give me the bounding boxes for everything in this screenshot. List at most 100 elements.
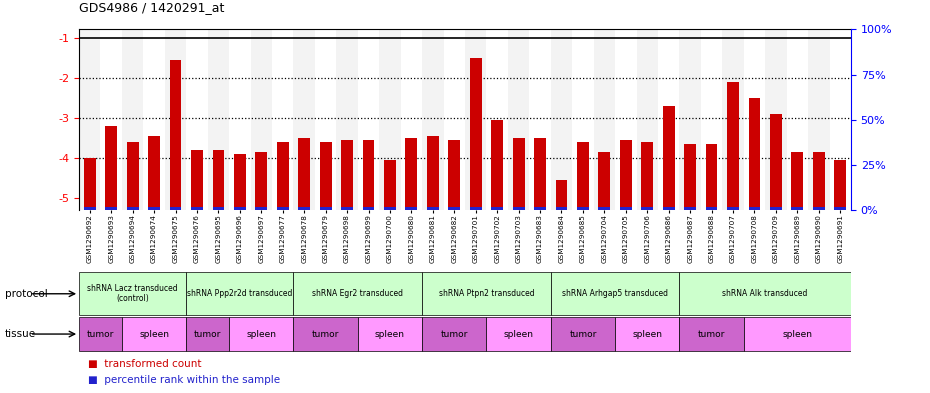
Bar [191,150,203,210]
Bar [615,317,680,351]
Text: spleen: spleen [504,330,534,338]
Bar [277,207,288,210]
Bar [363,207,375,210]
Bar [448,207,460,210]
Bar [169,207,181,210]
Bar [79,317,122,351]
Text: protocol: protocol [5,289,47,299]
Bar [427,136,439,210]
Bar [191,207,203,210]
Bar [186,317,229,351]
Bar [684,207,696,210]
Bar [577,207,589,210]
Bar [834,160,846,210]
Text: ■  transformed count: ■ transformed count [88,359,202,369]
Text: shRNA Egr2 transduced: shRNA Egr2 transduced [312,289,404,298]
Bar [491,120,503,210]
Bar [642,142,653,210]
Bar [169,60,181,210]
Text: tumor: tumor [194,330,221,338]
Bar [186,272,294,316]
Bar [534,138,546,210]
Text: shRNA Alk transduced: shRNA Alk transduced [723,289,808,298]
Text: GDS4986 / 1420291_at: GDS4986 / 1420291_at [79,1,224,14]
Bar [577,142,589,210]
Text: tumor: tumor [441,330,468,338]
Bar [384,160,396,210]
Bar [234,154,246,210]
Bar [405,207,418,210]
Bar [213,150,224,210]
Text: tissue: tissue [5,329,35,339]
Bar [813,207,825,210]
Text: shRNA Ptpn2 transduced: shRNA Ptpn2 transduced [439,289,534,298]
Bar [84,158,96,210]
Bar [256,207,267,210]
Bar [680,272,851,316]
Text: tumor: tumor [312,330,339,338]
Bar [405,138,418,210]
Bar [744,317,851,351]
Bar [555,207,567,210]
Text: spleen: spleen [140,330,169,338]
Bar [320,207,331,210]
Bar [148,207,160,210]
Bar [551,272,680,316]
Bar [727,82,739,210]
Bar [684,144,696,210]
Bar [229,317,294,351]
Text: spleen: spleen [632,330,662,338]
Text: ■  percentile rank within the sample: ■ percentile rank within the sample [88,375,281,385]
Bar [465,29,486,210]
Bar [680,29,701,210]
Bar [512,207,525,210]
Bar [277,142,288,210]
Bar [299,138,310,210]
Bar [207,29,229,210]
Bar [599,152,610,210]
Bar [663,106,674,210]
Text: tumor: tumor [698,330,725,338]
Text: tumor: tumor [86,330,114,338]
Bar [551,317,615,351]
Bar [422,317,486,351]
Bar [508,29,529,210]
Bar [642,207,653,210]
Bar [620,207,631,210]
Bar [105,207,117,210]
Bar [379,29,401,210]
Bar [148,136,160,210]
Bar [105,126,117,210]
Bar [79,272,186,316]
Bar [320,142,331,210]
Text: spleen: spleen [375,330,405,338]
Bar [294,29,315,210]
Bar [770,114,782,210]
Bar [294,317,358,351]
Bar [122,29,143,210]
Bar [765,29,787,210]
Bar [341,140,353,210]
Bar [593,29,615,210]
Bar [512,138,525,210]
Bar [341,207,353,210]
Bar [256,152,267,210]
Bar [663,207,674,210]
Bar [470,207,482,210]
Bar [165,29,186,210]
Bar [727,207,739,210]
Bar [363,140,375,210]
Bar [422,29,444,210]
Text: shRNA Ppp2r2d transduced: shRNA Ppp2r2d transduced [187,289,293,298]
Bar [551,29,572,210]
Bar [808,29,830,210]
Text: spleen: spleen [782,330,812,338]
Bar [723,29,744,210]
Bar [79,29,100,210]
Bar [213,207,224,210]
Bar [749,207,761,210]
Bar [534,207,546,210]
Bar [770,207,782,210]
Bar [636,29,658,210]
Bar [555,180,567,210]
